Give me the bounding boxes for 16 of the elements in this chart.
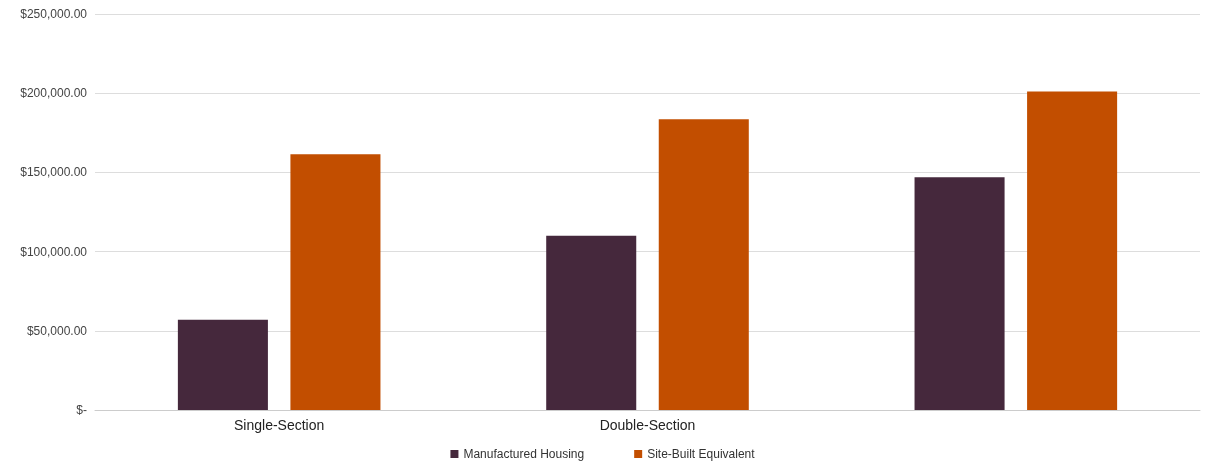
y-tick-label: $100,000.00 (20, 244, 88, 259)
bar (177, 319, 268, 410)
bar (546, 235, 637, 410)
y-tick-label: $50,000.00 (26, 323, 88, 338)
bar (658, 119, 749, 410)
bar (914, 177, 1005, 410)
x-tick-label: Single-Section (234, 417, 325, 433)
legend-label: Site-Built Equivalent (647, 447, 756, 461)
x-tick-label: Double-Section (599, 417, 696, 433)
y-tick-label: $250,000.00 (20, 7, 88, 21)
bar (1027, 91, 1118, 410)
y-tick-label: $- (76, 403, 87, 417)
y-tick-label: $200,000.00 (20, 86, 88, 101)
legend-label: Manufactured Housing (463, 447, 585, 461)
y-tick-label: $150,000.00 (20, 165, 88, 180)
bar (290, 154, 381, 410)
